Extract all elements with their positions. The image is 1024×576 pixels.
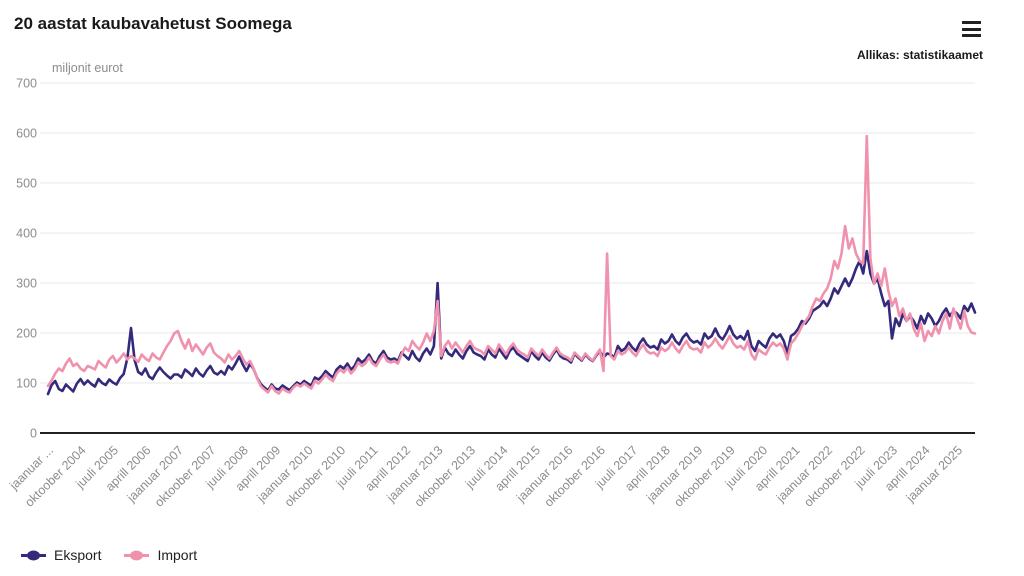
y-tick-label: 500 [16,177,37,191]
page-title: 20 aastat kaubavahetust Soomega [14,14,292,33]
y-tick-label: 100 [16,377,37,391]
legend-item-import[interactable]: Import [123,547,197,563]
hamburger-menu-button[interactable] [962,20,981,38]
y-tick-label: 600 [16,127,37,141]
legend: Eksport Import [20,547,197,563]
legend-item-eksport[interactable]: Eksport [20,547,101,563]
legend-label-eksport: Eksport [54,547,102,563]
import-line-marker-icon [124,550,150,560]
series-line-import [46,134,977,395]
y-axis-unit-label: miljonit eurot [52,61,123,75]
hamburger-icon [962,21,981,24]
y-tick-label: 200 [16,327,37,341]
y-tick-label: 400 [16,227,37,241]
eksport-line-marker-icon [21,550,46,560]
legend-label-import: Import [157,547,198,563]
source-credit: Allikas: statistikaamet [856,48,983,62]
series-line-eksport [46,249,977,396]
y-tick-label: 700 [16,77,37,91]
y-axis: 0 100 200 300 400 500 600 700 [16,77,975,441]
y-tick-label: 300 [16,277,37,291]
y-tick-label: 0 [30,427,37,441]
